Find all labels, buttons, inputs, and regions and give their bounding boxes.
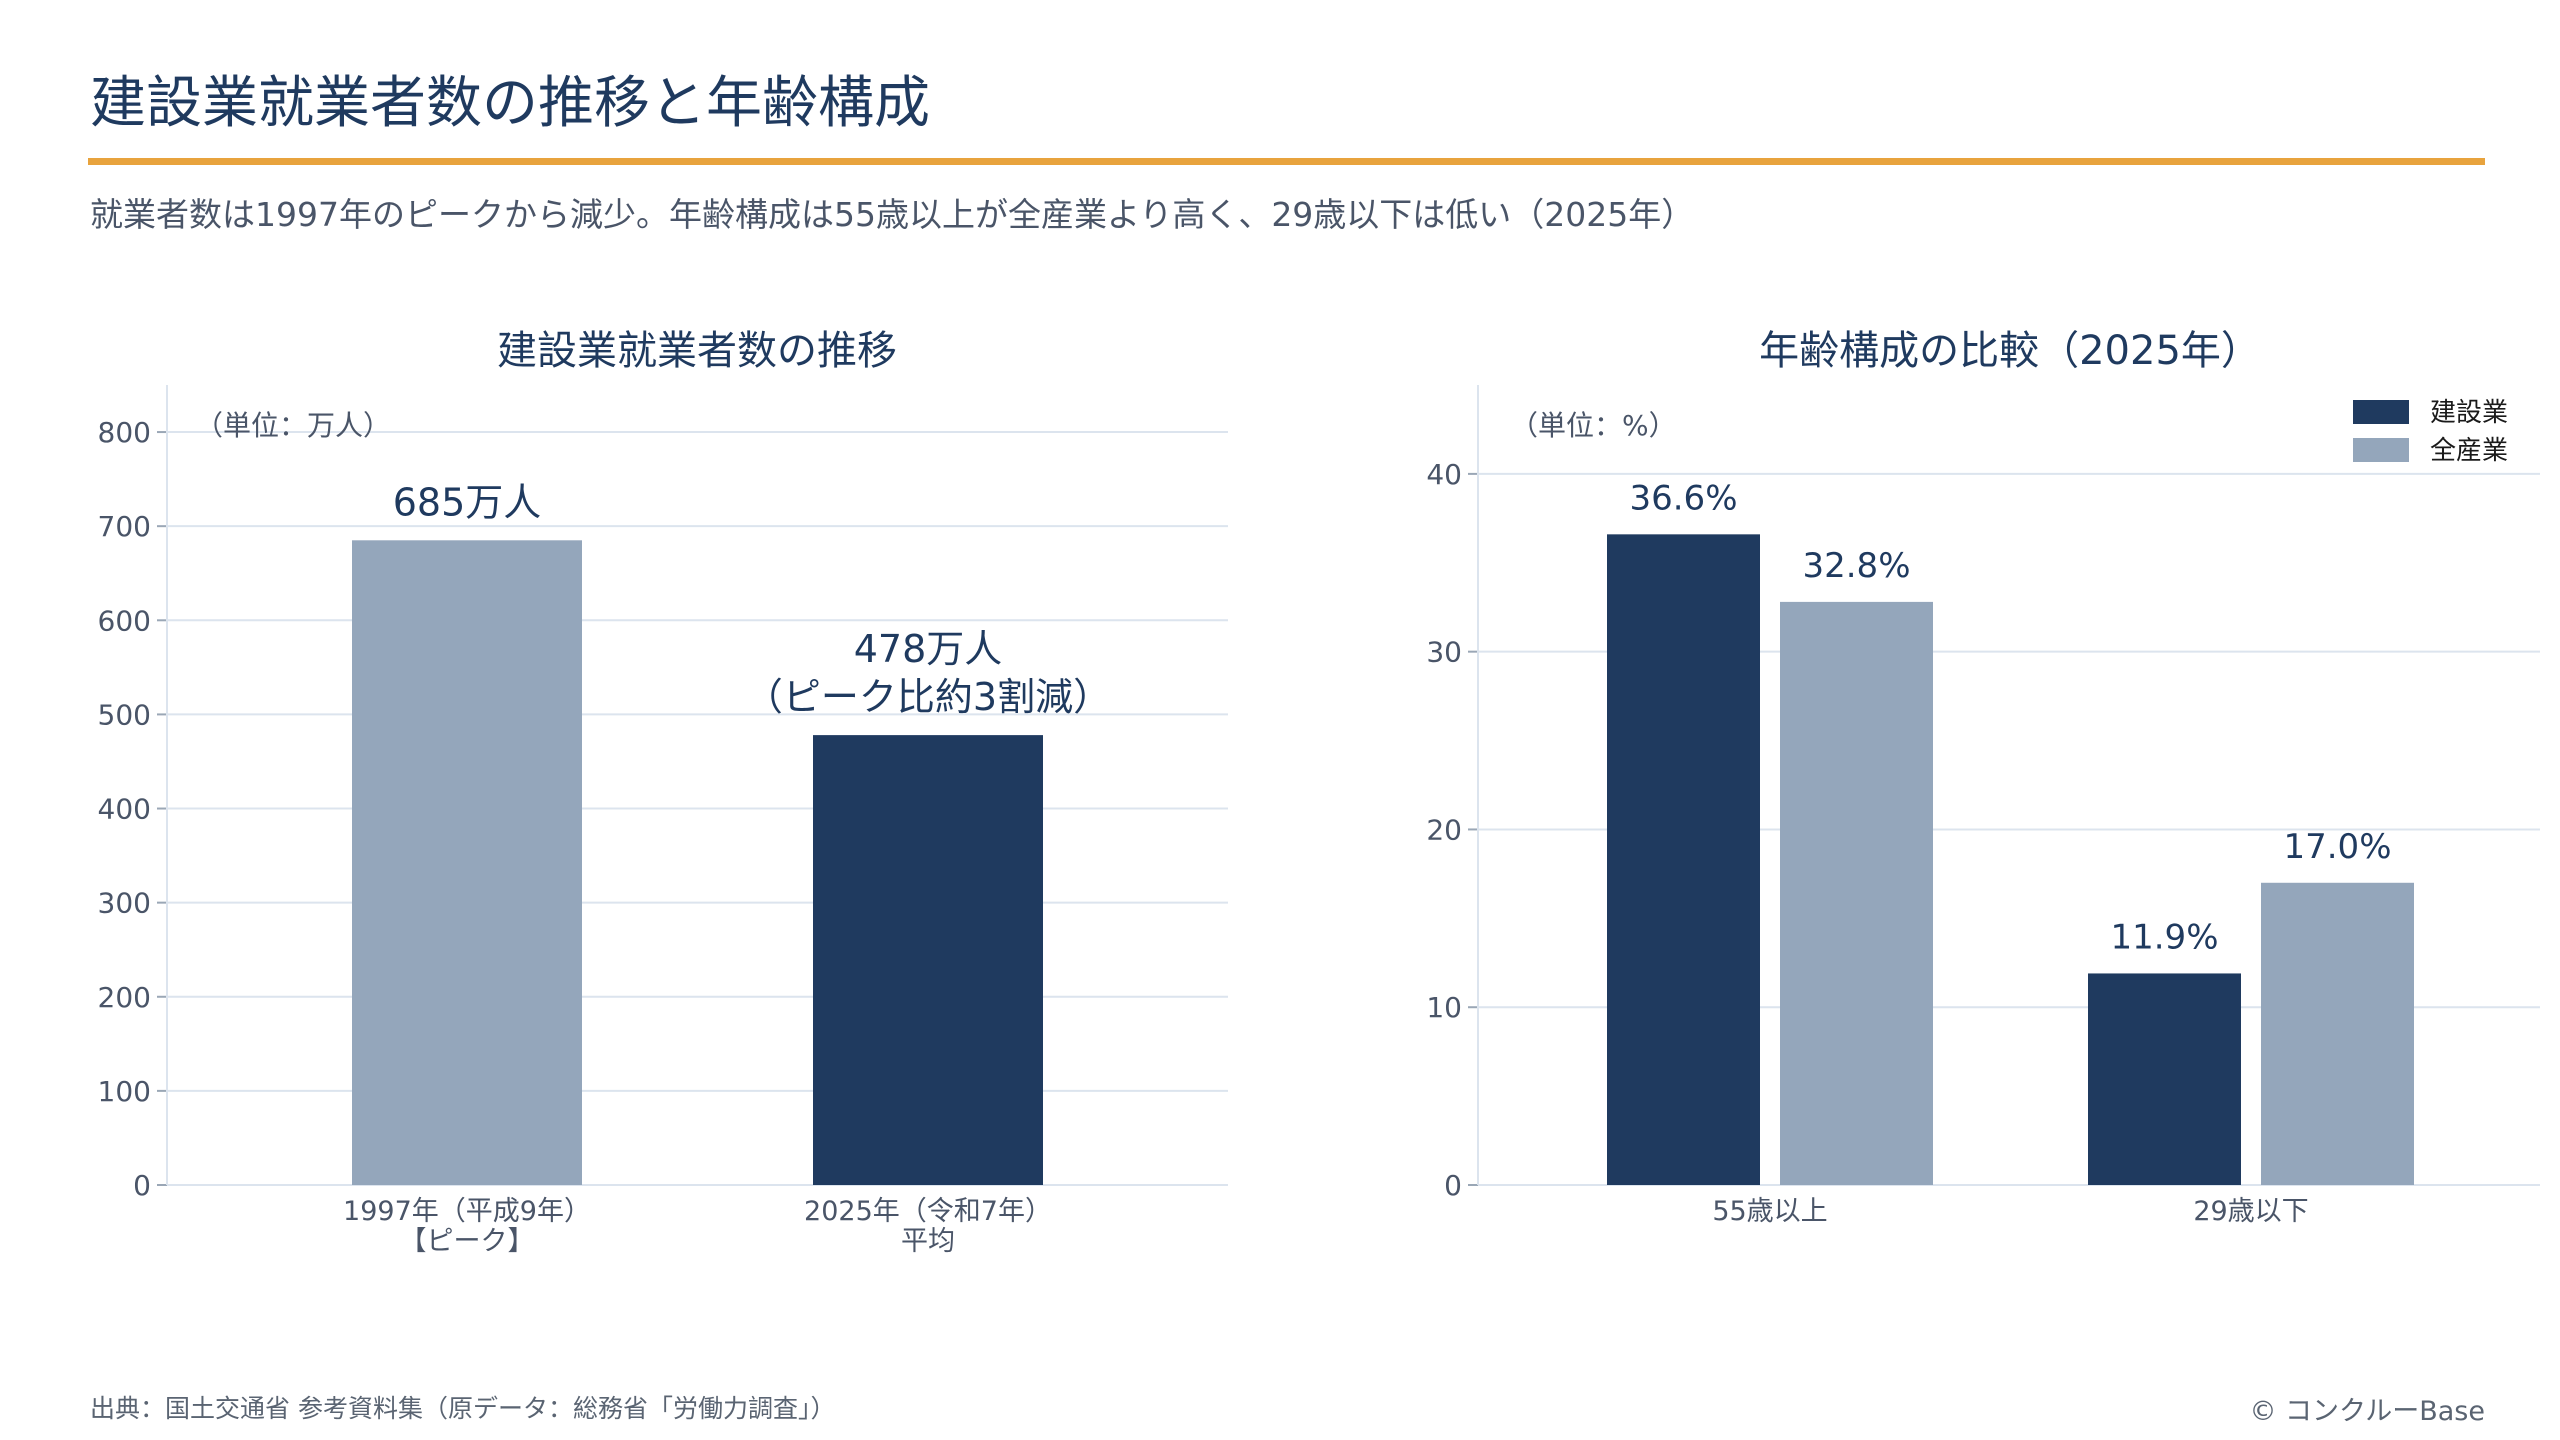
chart2-ytick-label: 10 xyxy=(1426,991,1462,1024)
chart2-title: 年齢構成の比較（2025年） xyxy=(1759,328,2261,374)
chart2-data-label: 32.8% xyxy=(1802,546,1910,586)
chart2-bar xyxy=(1780,601,1933,1185)
chart1-ytick-label: 0 xyxy=(133,1169,151,1202)
chart1-ytick-label: 500 xyxy=(98,698,151,731)
chart1-ytick-label: 400 xyxy=(98,793,151,826)
page-subtitle: 就業者数は1997年のピークから減少。年齢構成は55歳以上が全産業より高く、29… xyxy=(90,195,1695,234)
chart1-ytick-label: 600 xyxy=(98,604,151,637)
chart1-ytick-label: 700 xyxy=(98,510,151,543)
chart1-ytick-label: 100 xyxy=(98,1075,151,1108)
chart2-ytick-label: 40 xyxy=(1426,458,1462,491)
chart2-ytick-label: 20 xyxy=(1426,813,1462,846)
chart2-bar xyxy=(2261,882,2414,1185)
chart2-data-label: 17.0% xyxy=(2283,827,2391,867)
chart1-data-label: （ピーク比約3割減） xyxy=(745,675,1111,719)
chart2-xtick-label: 29歳以下 xyxy=(2193,1196,2308,1227)
chart2-bar xyxy=(2088,973,2241,1185)
chart1-xtick-label: 2025年（令和7年） xyxy=(804,1196,1052,1227)
page-title: 建設業就業者数の推移と年齢構成 xyxy=(90,71,930,136)
chart1-unit-label: （単位：万人） xyxy=(195,409,391,442)
legend-swatch xyxy=(2353,400,2409,424)
chart2-xtick-label: 55歳以上 xyxy=(1712,1196,1827,1227)
chart1-data-label: 478万人 xyxy=(854,627,1003,671)
chart2-data-label: 11.9% xyxy=(2110,917,2218,957)
copyright: © コンクルーBase xyxy=(2249,1396,2485,1427)
chart1-title: 建設業就業者数の推移 xyxy=(497,328,897,374)
chart2-unit-label: （単位：%） xyxy=(1510,409,1677,442)
chart1-ytick-label: 200 xyxy=(98,981,151,1014)
chart1-ytick-label: 800 xyxy=(98,416,151,449)
chart1-bar xyxy=(813,735,1043,1185)
legend-label: 建設業 xyxy=(2430,398,2508,428)
chart1-xtick-label: 平均 xyxy=(901,1226,955,1257)
legend-label: 全産業 xyxy=(2430,436,2508,466)
chart2-ytick-label: 0 xyxy=(1444,1169,1462,1202)
chart1-xtick-label: 1997年（平成9年） xyxy=(343,1196,591,1227)
chart1-xtick-label: 【ピーク】 xyxy=(400,1226,535,1257)
title-accent-rule xyxy=(88,158,2485,165)
chart1-ytick-label: 300 xyxy=(98,887,151,920)
chart1-data-label: 685万人 xyxy=(393,480,542,524)
source-note: 出典：国土交通省 参考資料集（原データ：総務省「労働力調査」） xyxy=(90,1394,836,1423)
chart2-ytick-label: 30 xyxy=(1426,636,1462,669)
chart2-bar xyxy=(1607,534,1760,1185)
chart1-bar xyxy=(352,540,582,1185)
legend-swatch xyxy=(2353,438,2409,462)
chart2-data-label: 36.6% xyxy=(1629,478,1737,518)
